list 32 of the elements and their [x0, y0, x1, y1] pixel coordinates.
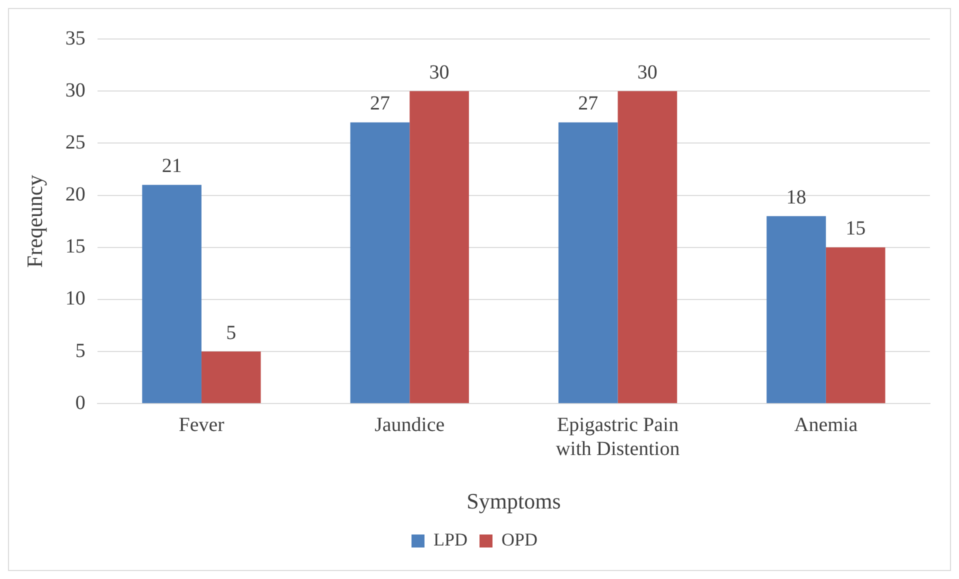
- x-tick-label: Fever: [178, 414, 225, 436]
- y-tick-label: 30: [65, 79, 86, 102]
- x-axis-title: Symptoms: [466, 488, 561, 514]
- bar: [826, 247, 886, 404]
- y-tick-label: 20: [65, 184, 86, 206]
- y-tick-label: 25: [65, 131, 86, 154]
- data-label: 27: [578, 92, 598, 115]
- bar: [410, 91, 469, 404]
- y-tick-label: 35: [65, 27, 86, 50]
- bar: [766, 216, 826, 404]
- data-label: 30: [429, 61, 450, 84]
- x-tick-label: Epigastric Pain with Distention: [556, 414, 680, 460]
- y-tick-label: 15: [65, 236, 86, 258]
- data-label: 18: [786, 186, 806, 208]
- data-label: 30: [637, 61, 658, 84]
- bar: [558, 122, 618, 404]
- bar: [201, 352, 261, 404]
- data-label: 5: [226, 322, 236, 344]
- x-tick-label: Anemia: [794, 414, 858, 436]
- y-tick-label: 5: [75, 340, 86, 362]
- data-label: 15: [846, 218, 866, 240]
- x-tick-label: Jaundice: [374, 414, 445, 436]
- data-label: 21: [162, 155, 182, 178]
- data-label: 27: [370, 92, 390, 115]
- y-axis-title: Freqeuncy: [22, 174, 47, 268]
- legend-label: OPD: [502, 530, 538, 550]
- y-tick-label: 0: [75, 392, 86, 414]
- bar: [142, 184, 202, 404]
- legend-label: LPD: [433, 530, 468, 550]
- bar: [618, 91, 678, 404]
- y-tick-label: 10: [65, 288, 86, 310]
- bar: [350, 122, 410, 404]
